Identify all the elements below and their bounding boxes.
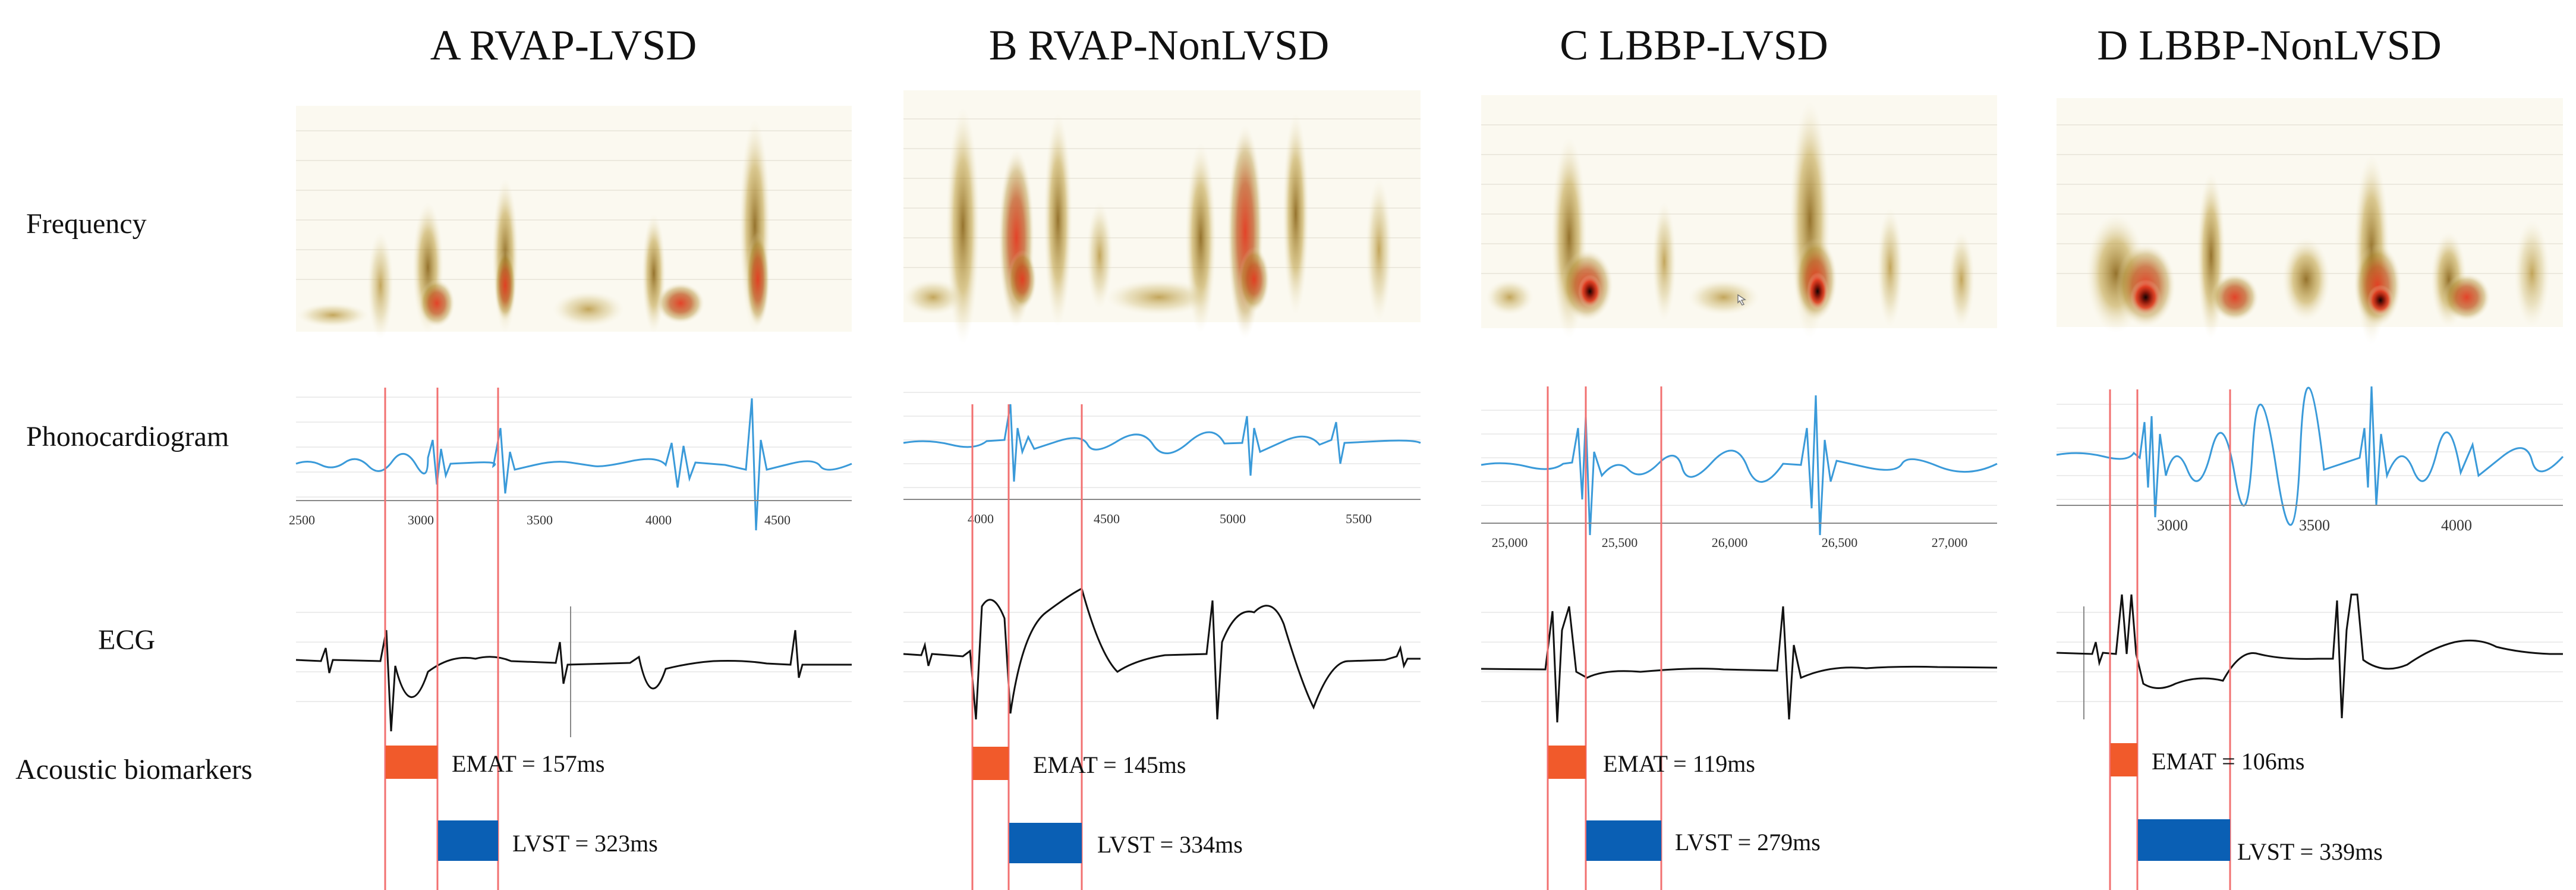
row-label-phonocardiogram: Phonocardiogram: [26, 421, 229, 452]
spectrogram: [1481, 95, 1997, 339]
pcg-trace: [903, 404, 1421, 482]
axis-tick: 4000: [645, 512, 672, 527]
axis-tick: 4500: [764, 512, 791, 527]
axis-tick: 25,500: [1602, 535, 1638, 550]
axis-tick: 5500: [1346, 511, 1372, 526]
spectrogram: [296, 106, 852, 339]
lvst-bar: [2138, 819, 2230, 861]
axis-tick: 3500: [2299, 517, 2330, 534]
axis-tick: 26,500: [1822, 535, 1858, 550]
ecg-plot: [295, 606, 852, 737]
phonocardiogram-plot: 4000 4500 5000 5500: [903, 392, 1421, 526]
pcg-trace: [1481, 395, 1998, 536]
panel-title: C LBBP-LVSD: [1560, 21, 1828, 69]
axis-tick: 3500: [527, 512, 553, 527]
ecg-plot: [2056, 593, 2563, 719]
pcg-trace: [295, 398, 852, 531]
marker-lines: [971, 404, 1083, 890]
row-label-acoustic-biomarkers: Acoustic biomarkers: [15, 754, 253, 785]
axis-tick: 5000: [1220, 511, 1246, 526]
marker-lines: [2109, 389, 2231, 890]
panel-d: D LBBP-NonLVSD: [2056, 21, 2564, 890]
panel-b: B RVAP-NonLVSD: [903, 21, 1421, 890]
emat-label: EMAT = 106ms: [2152, 748, 2304, 775]
ecg-trace: [1481, 606, 1998, 723]
ecg-trace: [903, 587, 1421, 720]
lvst-bar: [1586, 820, 1661, 861]
lvst-label: LVST = 279ms: [1675, 829, 1821, 856]
spectrogram: [2057, 98, 2563, 345]
panel-title: A RVAP-LVSD: [430, 21, 697, 69]
marker-lines: [1547, 386, 1662, 890]
row-label-ecg: ECG: [98, 624, 155, 656]
phonocardiogram-plot: 25,000 25,500 26,000 26,500 27,000: [1481, 395, 1998, 550]
emat-bar: [2111, 743, 2137, 776]
ecg-plot: [1481, 606, 1998, 723]
emat-label: EMAT = 119ms: [1603, 750, 1755, 777]
axis-tick: 26,000: [1712, 535, 1748, 550]
emat-bar: [973, 747, 1009, 780]
axis-tick: 3000: [2157, 517, 2188, 534]
phonocardiogram-plot: 2500 3000 3500 4000 4500: [289, 397, 852, 531]
emat-label: EMAT = 157ms: [452, 750, 604, 777]
pcg-trace: [2056, 386, 2564, 526]
panel-c: C LBBP-LVSD: [1481, 21, 1998, 890]
axis-tick: 27,000: [1932, 535, 1968, 550]
ecg-trace: [295, 630, 852, 732]
emat-bar: [1548, 746, 1586, 779]
panel-a: A RVAP-LVSD: [289, 21, 852, 890]
lvst-label: LVST = 339ms: [2237, 838, 2383, 865]
axis-tick: 2500: [289, 512, 315, 527]
axis-tick: 25,000: [1492, 535, 1528, 550]
lvst-label: LVST = 334ms: [1097, 831, 1243, 858]
axis-tick: 4500: [1094, 511, 1120, 526]
phonocardiogram-plot: 3000 3500 4000: [2056, 386, 2564, 534]
ecg-plot: [903, 587, 1421, 720]
row-label-frequency: Frequency: [26, 208, 147, 240]
cursor-icon: [1737, 294, 1746, 306]
axis-tick: 4000: [2441, 517, 2472, 534]
spectrogram: [903, 90, 1421, 345]
panel-title: B RVAP-NonLVSD: [989, 21, 1329, 69]
lvst-bar: [438, 820, 498, 861]
lvst-bar: [1009, 823, 1082, 863]
marker-lines: [384, 388, 499, 890]
lvst-label: LVST = 323ms: [512, 830, 658, 857]
axis-tick: 3000: [408, 512, 434, 527]
emat-bar: [386, 746, 437, 779]
emat-label: EMAT = 145ms: [1033, 751, 1186, 778]
ecg-trace: [2056, 593, 2563, 719]
panel-title: D LBBP-NonLVSD: [2097, 21, 2441, 69]
